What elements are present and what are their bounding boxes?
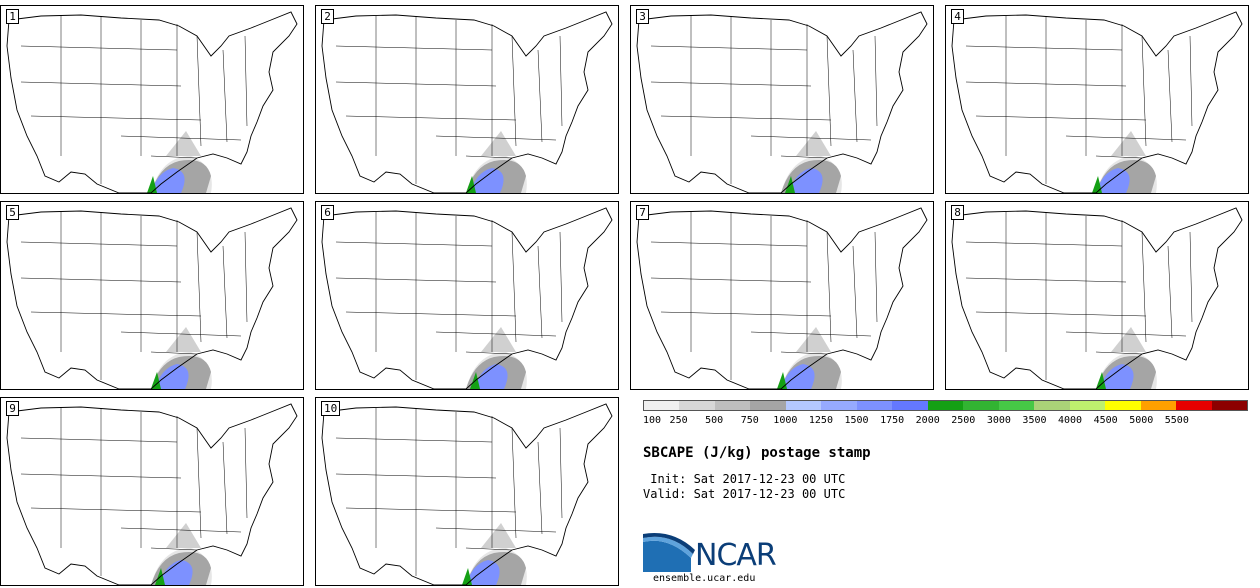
colorbar-tick-label: 1750 [880,415,905,426]
colorbar-bin [1034,401,1070,410]
us-map-icon [636,207,928,389]
us-map-icon [321,207,613,389]
map-panel: 4 [945,5,1249,194]
colorbar-tick-label: 5500 [1164,415,1189,426]
us-map-icon [6,207,298,389]
colorbar-tick-label: 250 [669,415,688,426]
us-map-icon [636,11,928,193]
colorbar-tick-label: 500 [705,415,724,426]
member-number: 1 [6,9,19,24]
us-map-icon [951,11,1243,193]
member-number: 2 [321,9,334,24]
map-panel: 3 [630,5,934,194]
us-map-icon [321,11,613,193]
colorbar-tick-label: 1500 [844,415,869,426]
colorbar-bin [679,401,715,410]
colorbar-tick-label: 3000 [986,415,1011,426]
map-panel: 1 [0,5,304,194]
colorbar-bin [644,401,680,410]
colorbar-tick-label: 100 [643,415,662,426]
us-map-icon [6,403,298,585]
colorbar-tick-label: 1000 [773,415,798,426]
map-panel: 2 [315,5,619,194]
member-number: 8 [951,205,964,220]
colorbar-bin [785,401,822,410]
map-panel: 6 [315,201,619,390]
map-panel: 10 [315,397,619,586]
colorbar-tick-label: 2500 [951,415,976,426]
member-number: 6 [321,205,334,220]
colorbar-bin [856,401,893,410]
colorbar-bin [821,401,857,410]
colorbar-bin [927,401,964,410]
map-panel: 9 [0,397,304,586]
member-number: 3 [636,9,649,24]
map-title: SBCAPE (J/kg) postage stamp [643,445,871,461]
colorbar-tick-labels: 100 250 500 750 1000 1250 1500 1750 2000 2500 3000… [643,415,1248,429]
colorbar-tick-label: 2000 [915,415,940,426]
member-number: 5 [6,205,19,220]
colorbar-bin [1069,401,1106,410]
colorbar-bin [963,401,999,410]
member-number: 7 [636,205,649,220]
map-panel: 5 [0,201,304,390]
member-number: 4 [951,9,964,24]
member-number: 10 [321,401,341,416]
colorbar-bin [1176,401,1212,410]
colorbar-bin [1105,401,1141,410]
colorbar-bin [714,401,751,410]
ncar-logo-text: NCAR [695,538,777,573]
colorbar-bin [750,401,786,410]
us-map-icon [6,11,298,193]
colorbar-tick-label: 750 [740,415,759,426]
colorbar-bin [892,401,928,410]
member-number: 9 [6,401,19,416]
colorbar [643,400,1248,411]
colorbar-tick-label: 5000 [1129,415,1154,426]
us-map-icon [951,207,1243,389]
map-panel: 7 [630,201,934,390]
colorbar-tick-label: 1250 [808,415,833,426]
site-url[interactable]: ensemble.ucar.edu [653,573,756,584]
colorbar-tick-label: 4500 [1093,415,1118,426]
colorbar-tick-label: 3500 [1022,415,1047,426]
colorbar-tick-label: 4000 [1058,415,1083,426]
valid-time: Valid: Sat 2017-12-23 00 UTC [643,487,846,501]
init-time: Init: Sat 2017-12-23 00 UTC [643,472,846,486]
ncar-logo-icon [643,533,695,572]
map-panel: 8 [945,201,1249,390]
colorbar-bin [998,401,1035,410]
us-map-icon [321,403,613,585]
colorbar-bin [1140,401,1177,410]
colorbar-bin [1211,401,1247,410]
